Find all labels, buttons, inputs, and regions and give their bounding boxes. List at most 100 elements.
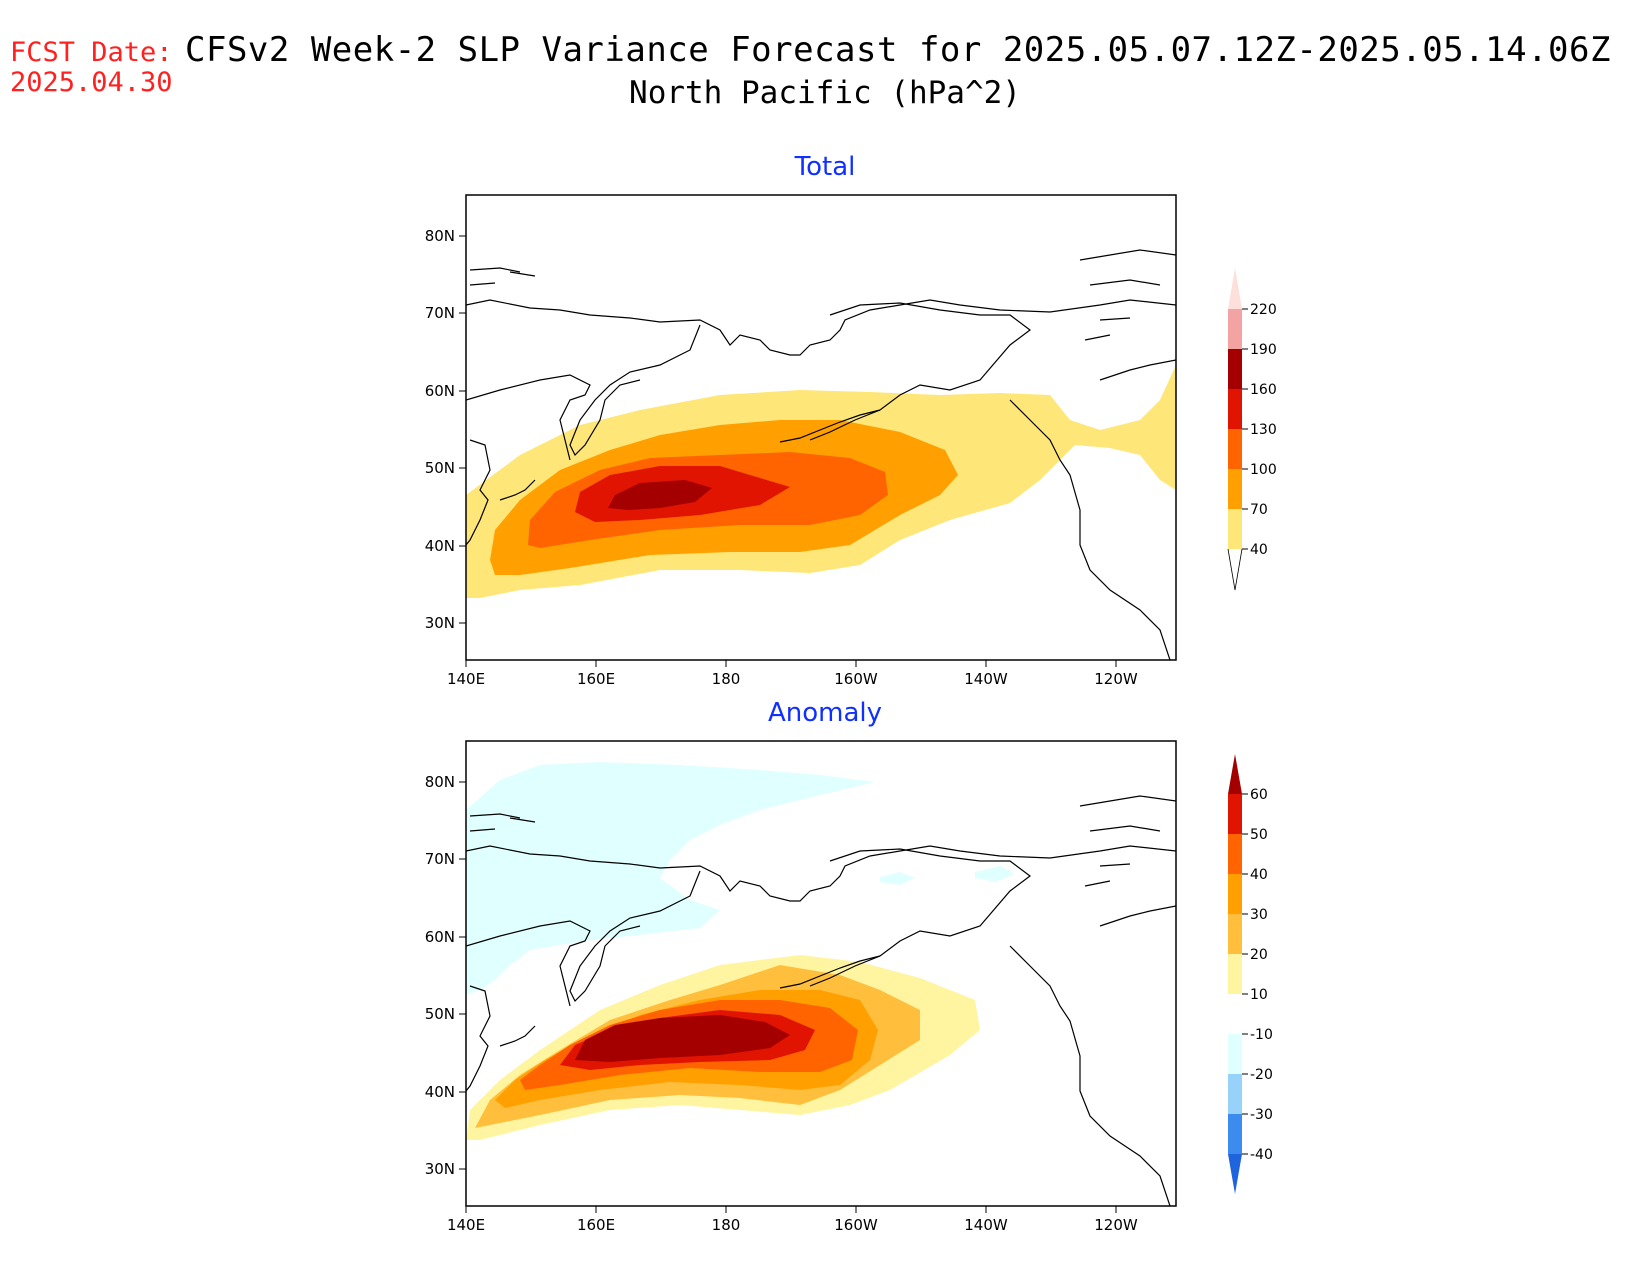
coast-okhotsk [466, 374, 591, 461]
y-axis-total: 80N 70N 60N 50N 40N 30N [425, 227, 466, 632]
map-frame-anomaly [465, 740, 1177, 1207]
y-tick-label: 60N [425, 928, 455, 946]
total-coastlines [466, 249, 1176, 660]
forecast-date-value: 2025.04.30 [10, 67, 173, 98]
contour-neg10 [466, 762, 875, 995]
colorbar-swatch [1228, 1074, 1242, 1114]
y-tick-label: 40N [425, 1083, 455, 1101]
coast-alaska [809, 848, 1031, 987]
map-frame-total [465, 194, 1177, 661]
coast-kuril [499, 1025, 536, 1047]
forecast-date-label: FCST Date: [10, 37, 173, 68]
x-tick-label: 180 [712, 670, 741, 688]
coast-hudson [1099, 359, 1176, 381]
x-tick-label: 160E [577, 670, 615, 688]
subtitle: North Pacific (hPa^2) [629, 75, 1021, 111]
coast-japan [466, 985, 491, 1092]
x-tick-label: 140W [964, 670, 1008, 688]
coast-arctic-islands [1079, 249, 1176, 341]
colorbar-swatch [1228, 389, 1242, 429]
colorbar-swatch [1228, 309, 1242, 349]
colorbar-label: 70 [1250, 502, 1268, 518]
colorbar-total: 220 190 160 130 100 70 40 [1227, 268, 1277, 591]
colorbar-label: 130 [1250, 422, 1277, 438]
colorbar-swatch [1228, 1034, 1242, 1074]
coast-siberia [466, 845, 1176, 902]
colorbar-swatch [1228, 874, 1242, 914]
coast-bc-us [1009, 945, 1171, 1206]
colorbar-swatch [1228, 994, 1242, 1034]
coast-alaska-peninsula [779, 955, 881, 989]
x-axis-anomaly: 140E 160E 180 160W 140W 120W [447, 1206, 1138, 1234]
colorbar-swatch [1228, 349, 1242, 389]
x-tick-label: 120W [1094, 1216, 1138, 1234]
x-tick-label: 140E [447, 1216, 485, 1234]
x-tick-label: 140W [964, 1216, 1008, 1234]
x-axis-total: 140E 160E 180 160W 140W 120W [447, 660, 1138, 688]
colorbar-label: -20 [1250, 1067, 1273, 1083]
colorbar-label: 10 [1250, 987, 1268, 1003]
colorbar-label: 20 [1250, 947, 1268, 963]
coast-kuril [499, 479, 536, 501]
total-contours [466, 365, 1176, 598]
contour-neg10-small [880, 866, 1015, 885]
contour-60 [575, 1015, 790, 1062]
forecast-date-block: FCST Date: 2025.04.30 [10, 38, 173, 98]
coast-new-siberian [469, 267, 536, 286]
coast-new-siberian [469, 813, 536, 832]
colorbar-swatch [1228, 914, 1242, 954]
coast-japan [466, 439, 491, 546]
colorbar-label: 40 [1250, 542, 1268, 558]
colorbar-swatch [1228, 754, 1242, 794]
colorbar-swatch [1228, 1114, 1242, 1154]
coast-hudson [1099, 905, 1176, 927]
coast-arctic-islands [1079, 795, 1176, 887]
y-tick-label: 50N [425, 1005, 455, 1023]
colorbar-label: -10 [1250, 1027, 1273, 1043]
colorbar-label: -30 [1250, 1107, 1273, 1123]
colorbar-anomaly: 60 50 40 30 20 10 -10 -20 -30 -40 [1228, 754, 1273, 1194]
main-title: CFSv2 Week-2 SLP Variance Forecast for 2… [185, 30, 1611, 70]
colorbar-swatch [1228, 469, 1242, 509]
colorbar-swatch [1228, 1154, 1242, 1194]
colorbar-label: 50 [1250, 827, 1268, 843]
coast-kamchatka [569, 324, 701, 457]
y-tick-label: 40N [425, 537, 455, 555]
y-tick-label: 80N [425, 227, 455, 245]
coast-bc-us [1009, 399, 1171, 660]
y-tick-label: 60N [425, 382, 455, 400]
panel-title-anomaly: Anomaly [767, 698, 883, 728]
colorbar-swatch [1228, 794, 1242, 834]
y-tick-label: 50N [425, 459, 455, 477]
colorbar-label: 60 [1250, 787, 1268, 803]
anomaly-coastlines [466, 795, 1176, 1206]
y-tick-label: 70N [425, 304, 455, 322]
x-tick-label: 120W [1094, 670, 1138, 688]
x-tick-label: 180 [712, 1216, 741, 1234]
anomaly-contours [466, 762, 1015, 1140]
x-tick-label: 160E [577, 1216, 615, 1234]
colorbar-swatch [1228, 268, 1242, 309]
x-tick-label: 160W [834, 1216, 878, 1234]
y-tick-label: 80N [425, 773, 455, 791]
map-panel-anomaly: 80N 70N 60N 50N 40N 30N 140E 160E 180 16… [425, 740, 1273, 1234]
y-tick-label: 30N [425, 1160, 455, 1178]
panel-title-total: Total [794, 152, 856, 182]
coast-okhotsk [466, 920, 591, 1007]
y-tick-label: 70N [425, 850, 455, 868]
colorbar-label: 40 [1250, 867, 1268, 883]
colorbar-swatch [1228, 954, 1242, 994]
coast-siberia [466, 299, 1176, 356]
colorbar-swatch [1228, 429, 1242, 469]
coast-alaska [809, 302, 1031, 441]
colorbar-label: 160 [1250, 382, 1277, 398]
colorbar-label: 190 [1250, 342, 1277, 358]
colorbar-label: 100 [1250, 462, 1277, 478]
colorbar-label: -40 [1250, 1147, 1273, 1163]
y-axis-anomaly: 80N 70N 60N 50N 40N 30N [425, 773, 466, 1178]
coast-kamchatka [569, 870, 701, 1003]
y-tick-label: 30N [425, 614, 455, 632]
colorbar-label: 220 [1250, 302, 1277, 318]
x-tick-label: 160W [834, 670, 878, 688]
